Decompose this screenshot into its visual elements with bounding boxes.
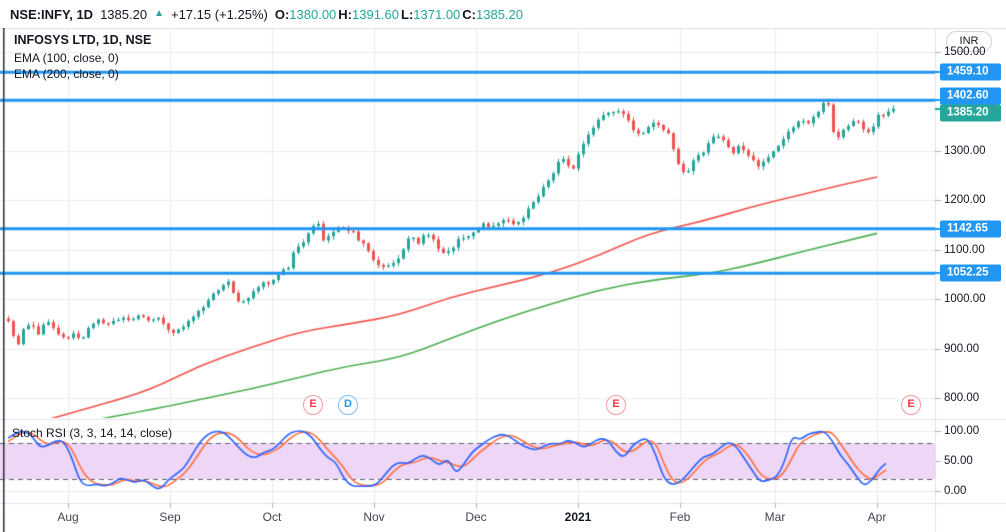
price-tick-label: 1000.00 — [944, 293, 986, 306]
legend: INFOSYS LTD, 1D, NSE EMA (100, close, 0)… — [14, 32, 151, 82]
price-tick-label: 1300.00 — [944, 144, 986, 157]
price-tick-label: 1100.00 — [944, 243, 985, 256]
ohlc-item: O:1380.00 — [274, 6, 337, 22]
stoch-rsi-label[interactable]: Stoch RSI (3, 3, 14, 14, close) — [12, 426, 173, 440]
price-level-badge: 1459.10 — [940, 63, 1001, 81]
price-change: +17.15 (+1.25%) — [170, 6, 268, 22]
time-label: Mar — [764, 510, 786, 524]
price-tick-label: 1200.00 — [944, 194, 986, 207]
stoch-tick-label: 100.00 — [944, 425, 980, 437]
last-price-badge: 1385.20 — [940, 104, 1001, 122]
ohlc-values: O:1380.00 H:1391.60 L:1371.00 C:1385.20 — [275, 7, 525, 22]
dividend-marker[interactable]: D — [338, 395, 358, 415]
time-label: Sep — [159, 510, 181, 524]
time-label: Nov — [363, 510, 385, 524]
ohlc-item: L:1371.00 — [401, 6, 461, 22]
price-level-badge: 1402.60 — [940, 87, 1001, 105]
legend-ema200[interactable]: EMA (200, close, 0) — [14, 67, 119, 81]
earnings-marker[interactable]: E — [606, 395, 626, 415]
time-label: Dec — [465, 510, 487, 524]
up-arrow-icon: ▲ — [154, 8, 164, 19]
topbar: NSE:INFY, 1D 1385.20 ▲ +17.15 (+1.25%) O… — [0, 0, 1006, 28]
last-price: 1385.20 — [100, 6, 148, 22]
stoch-tick-label: 0.00 — [944, 485, 967, 497]
earnings-marker[interactable]: E — [303, 395, 323, 415]
currency-button[interactable]: INR — [946, 31, 992, 52]
legend-symbol[interactable]: INFOSYS LTD, 1D, NSE — [14, 33, 152, 47]
price-axis[interactable]: INR 1500.00 1300.00 1200.00 1100.00 1000.00 9… — [936, 28, 1006, 532]
time-label: Feb — [669, 510, 691, 524]
ohlc-item: H:1391.60 — [338, 6, 400, 22]
price-level-badge: 1142.65 — [940, 220, 1001, 238]
time-label: Oct — [262, 510, 282, 524]
stoch-tick-label: 50.00 — [944, 455, 973, 467]
price-tick-label: 900.00 — [944, 342, 980, 355]
ohlc-item: C:1385.20 — [462, 6, 524, 22]
earnings-marker[interactable]: E — [901, 395, 921, 415]
time-label: 2021 — [564, 510, 592, 524]
price-tick-label: 800.00 — [944, 392, 980, 404]
price-tick-label: 1500.00 — [944, 46, 986, 58]
time-axis[interactable]: Aug Sep Oct Nov Dec 2021 Feb Mar Apr — [0, 504, 935, 532]
symbol-title[interactable]: NSE:INFY, 1D — [10, 6, 94, 22]
time-label: Aug — [57, 510, 79, 524]
price-level-badge: 1052.25 — [940, 264, 1001, 282]
legend-ema100[interactable]: EMA (100, close, 0) — [14, 51, 119, 65]
time-label: Apr — [867, 510, 887, 524]
